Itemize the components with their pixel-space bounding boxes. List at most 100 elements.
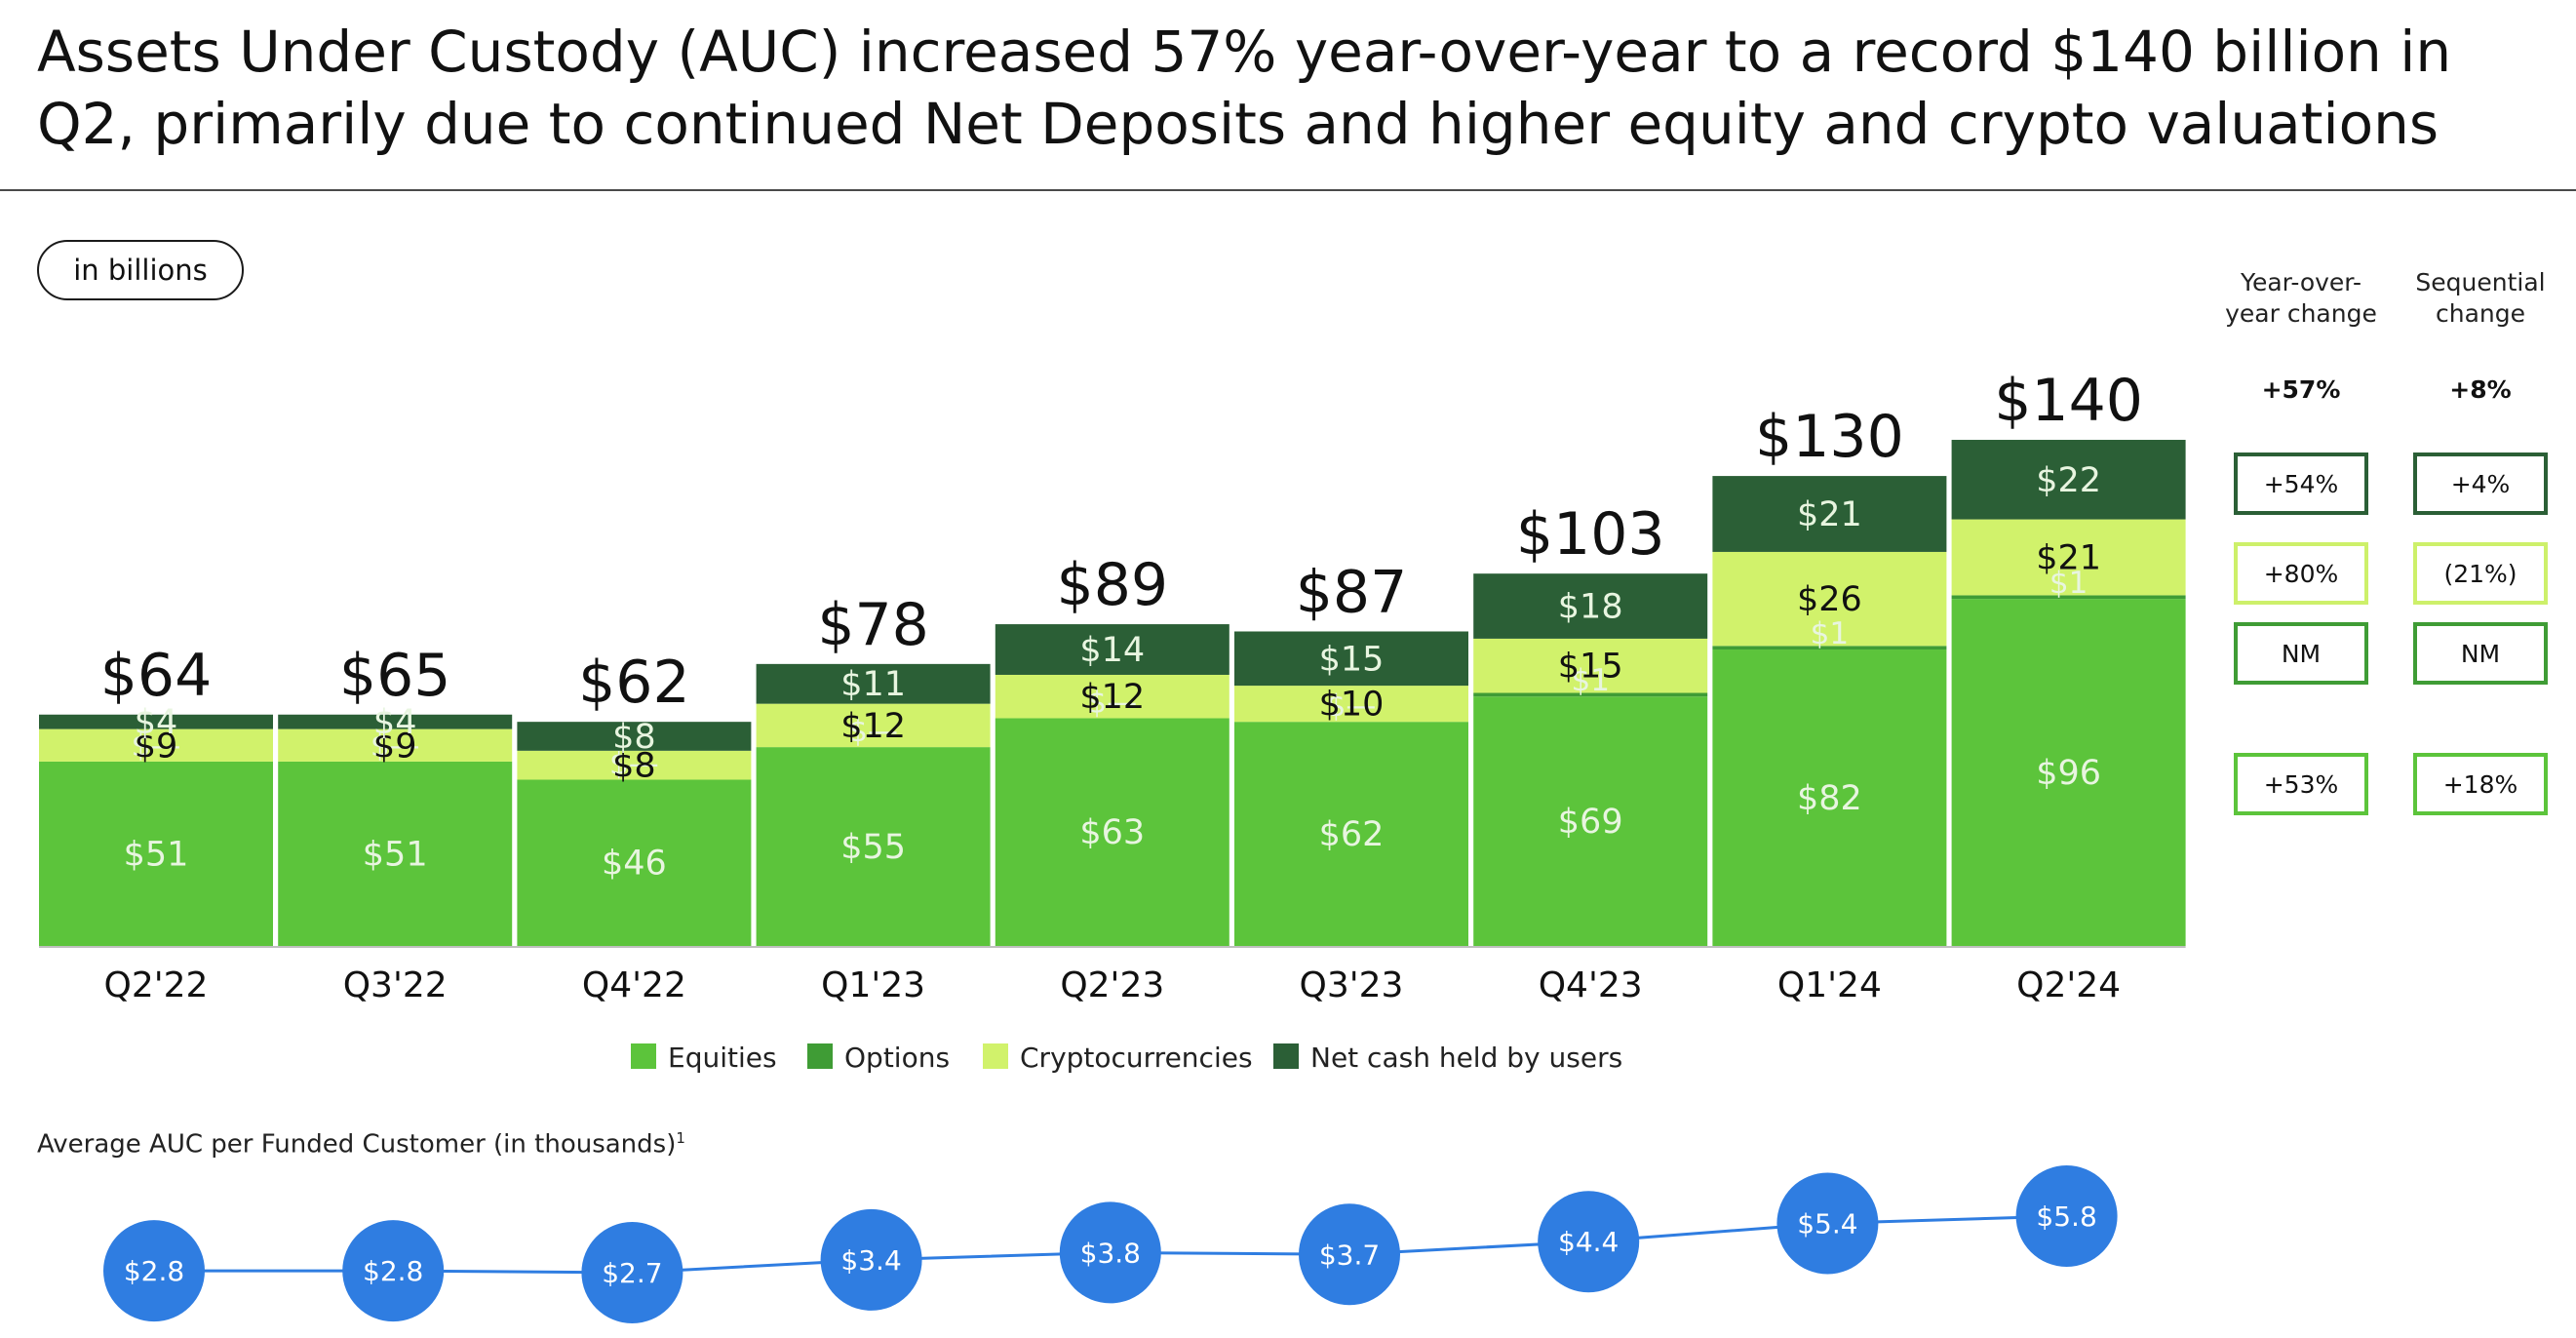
avg-auc-point (1776, 1172, 1879, 1275)
cash-bar-segment (1473, 573, 1708, 639)
cash-seq-change: +4% (2450, 469, 2511, 498)
bar-total-label: $103 (1516, 500, 1665, 569)
cash-seq-change-box: +4% (2413, 453, 2548, 515)
equities-bar-segment (1234, 722, 1468, 946)
cash-value-label: $21 (1797, 495, 1862, 534)
avg-auc-value-label: $2.8 (363, 1255, 423, 1287)
cash-bar-segment (517, 722, 752, 751)
cash-bar-segment (39, 714, 273, 729)
x-tick-label: Q4'22 (582, 965, 686, 1005)
options-value-label: $— (371, 728, 420, 764)
total-sequential-change: +8% (2449, 375, 2512, 404)
title-line-1: Assets Under Custody (AUC) increased 57%… (37, 19, 2452, 85)
options-value-label: $1 (2049, 566, 2088, 601)
options-yoy-change: NM (2281, 639, 2322, 668)
avg-auc-point (342, 1220, 445, 1322)
equities-value-label: $51 (124, 835, 189, 874)
avg-auc-value-label: $3.4 (840, 1244, 901, 1277)
options-value-label: $— (132, 728, 181, 764)
crypto-bar-segment (278, 728, 513, 762)
crypto-value-label: $15 (1558, 648, 1623, 687)
options-bar-segment (1712, 646, 1947, 650)
title-divider (0, 189, 2576, 191)
crypto-bar-segment (39, 728, 273, 762)
equities-bar-segment (39, 761, 273, 946)
equities-value-label: $69 (1558, 803, 1623, 842)
equities-value-label: $55 (840, 828, 906, 867)
cash-bar-segment (995, 624, 1229, 675)
crypto-value-label: $9 (373, 727, 417, 766)
crypto-value-label: $12 (840, 707, 906, 746)
x-tick-label: Q2'22 (104, 965, 209, 1005)
options-value-label: $— (1327, 689, 1377, 724)
avg-auc-point (1059, 1201, 1161, 1304)
cash-bar-segment (278, 714, 513, 729)
x-tick-label: Q3'23 (1300, 965, 1404, 1005)
avg-auc-value-label: $5.4 (1797, 1207, 1857, 1240)
options-bar-segment (1473, 692, 1708, 697)
bar-total-label: $140 (1994, 367, 2143, 435)
crypto-bar-segment (1951, 519, 2186, 596)
crypto-seq-change: (21%) (2443, 559, 2517, 588)
equities-legend-swatch (631, 1043, 656, 1069)
crypto-seq-change-box: (21%) (2413, 542, 2548, 605)
bar-total-label: $64 (100, 642, 213, 710)
cash-legend-label: Net cash held by users (1310, 1042, 1622, 1074)
avg-auc-value-label: $3.7 (1319, 1239, 1380, 1271)
avg-auc-point (2015, 1165, 2118, 1267)
cash-legend-swatch (1273, 1043, 1299, 1069)
units-badge: in billions (37, 240, 244, 300)
options-legend-label: Options (844, 1042, 950, 1074)
options-value-label: $— (848, 714, 898, 749)
equities-seq-change: +18% (2442, 769, 2518, 799)
crypto-yoy-change: +80% (2263, 559, 2339, 588)
avg-auc-footnote-marker: 1 (676, 1129, 685, 1147)
avg-auc-point (581, 1222, 683, 1323)
crypto-value-label: $9 (135, 727, 178, 766)
options-value-label: $1 (1571, 663, 1609, 698)
x-tick-label: Q2'23 (1060, 965, 1164, 1005)
options-legend-swatch (807, 1043, 833, 1069)
avg-auc-value-label: $3.8 (1080, 1237, 1141, 1269)
equities-seq-change-box: +18% (2413, 753, 2548, 815)
crypto-value-label: $21 (2036, 538, 2101, 577)
bar-total-label: $78 (817, 591, 929, 659)
cash-bar-segment (1712, 476, 1947, 552)
page-title: Assets Under Custody (AUC) increased 57%… (37, 16, 2553, 160)
crypto-value-label: $10 (1319, 686, 1385, 725)
crypto-bar-segment (1473, 638, 1708, 693)
equities-bar-segment (278, 761, 513, 946)
cash-bar-segment (1234, 631, 1468, 687)
cash-value-label: $14 (1079, 631, 1145, 670)
cash-bar-segment (1951, 440, 2186, 520)
equities-bar-segment (1951, 599, 2186, 946)
crypto-bar-segment (1234, 686, 1468, 723)
avg-auc-point (820, 1208, 922, 1311)
equities-legend-label: Equities (668, 1042, 777, 1074)
x-tick-label: Q3'22 (343, 965, 448, 1005)
avg-auc-value-label: $4.4 (1558, 1226, 1619, 1258)
x-tick-label: Q4'23 (1539, 965, 1643, 1005)
total-yoy-change: +57% (2261, 375, 2341, 404)
crypto-yoy-change-box: +80% (2234, 542, 2368, 605)
crypto-value-label: $26 (1797, 580, 1862, 619)
avg-auc-value-label: $2.7 (602, 1257, 662, 1289)
cash-value-label: $8 (612, 718, 656, 757)
crypto-legend-label: Cryptocurrencies (1020, 1042, 1253, 1074)
cash-value-label: $22 (2036, 461, 2101, 500)
x-tick-label: Q1'24 (1777, 965, 1882, 1005)
cash-value-label: $11 (840, 665, 906, 704)
cash-value-label: $4 (135, 703, 178, 742)
crypto-bar-segment (517, 750, 752, 780)
avg-auc-label: Average AUC per Funded Customer (in thou… (37, 1129, 685, 1160)
options-seq-change-box: NM (2413, 622, 2548, 685)
options-yoy-change-box: NM (2234, 622, 2368, 685)
cash-value-label: $15 (1319, 640, 1385, 679)
avg-auc-title: Average AUC per Funded Customer (in thou… (37, 1129, 677, 1160)
cash-bar-segment (756, 663, 991, 704)
equities-yoy-change-box: +53% (2234, 753, 2368, 815)
avg-auc-value-label: $2.8 (124, 1255, 184, 1287)
cash-value-label: $18 (1558, 588, 1623, 627)
bar-total-label: $65 (339, 642, 451, 710)
options-value-label: $— (1087, 685, 1137, 720)
